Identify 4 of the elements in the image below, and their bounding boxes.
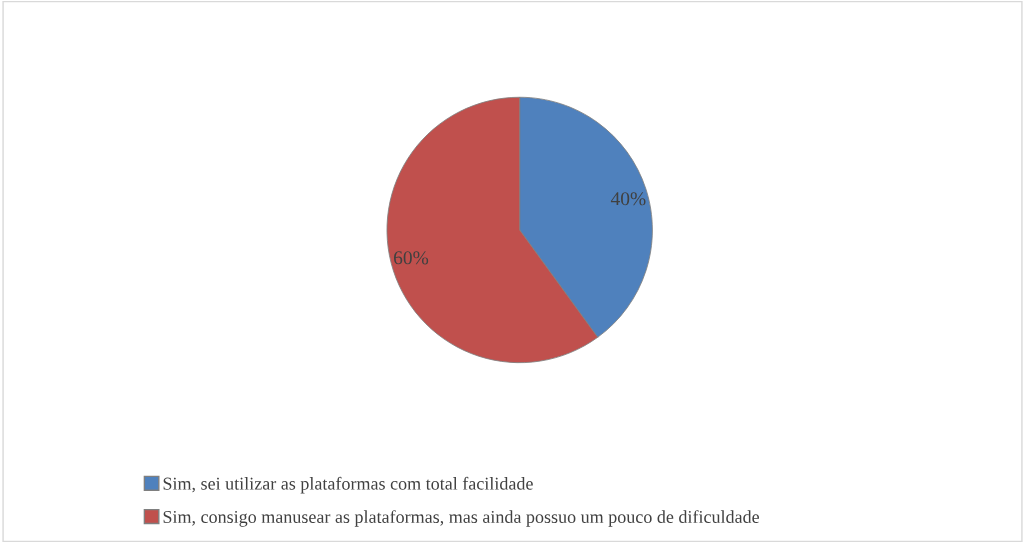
data-label: 40% [610, 192, 646, 206]
legend-label: Sim, consigo manusear as plataformas, mas ainda possuo um pouco de dificuldade [163, 510, 760, 527]
data-label: 60% [394, 251, 429, 265]
legend-label: Sim, sei utilizar as plataformas com total facilidade [163, 476, 533, 494]
